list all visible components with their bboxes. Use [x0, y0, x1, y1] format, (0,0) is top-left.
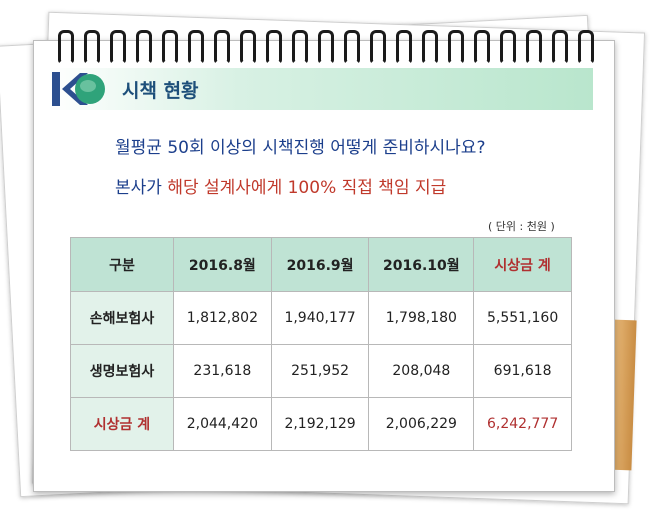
table-row: 생명보험사 231,618 251,952 208,048 691,618 [70, 344, 572, 398]
table-cell: 691,618 [473, 344, 572, 398]
column-header: 시상금 계 [473, 237, 572, 292]
row-header: 시상금 계 [70, 397, 174, 451]
row-header: 생명보험사 [70, 344, 174, 398]
row-header: 손해보험사 [70, 291, 174, 345]
table-cell: 231,618 [173, 344, 272, 398]
table-cell: 251,952 [270, 344, 370, 398]
award-table: 구분 2016.8월 2016.9월 2016.10월 시상금 계 손해보험사 … [70, 237, 572, 451]
column-header: 2016.10월 [368, 237, 475, 292]
section-header: 시책 현황 [48, 68, 593, 110]
answer-highlight: 해당 설계사에게 100% 직접 책임 지급 [167, 178, 447, 198]
column-header: 2016.8월 [173, 237, 272, 292]
unit-note: ( 단위 : 천원 ) [488, 220, 555, 233]
table-row: 손해보험사 1,812,802 1,940,177 1,798,180 5,55… [70, 291, 572, 345]
table-cell: 1,798,180 [368, 291, 475, 345]
table-cell: 2,044,420 [173, 397, 272, 451]
page-title: 시책 현황 [122, 80, 199, 102]
column-header: 2016.9월 [270, 237, 370, 292]
answer-text: 본사가 해당 설계사에게 100% 직접 책임 지급 [115, 173, 446, 198]
spiral-binding-icon [58, 30, 598, 66]
table-cell: 208,048 [368, 344, 475, 398]
table-cell: 2,192,129 [270, 397, 370, 451]
table-cell: 5,551,160 [473, 291, 572, 345]
table-cell: 2,006,229 [368, 397, 475, 451]
table-cell: 1,940,177 [270, 291, 370, 345]
column-header: 구분 [70, 237, 174, 292]
table-cell: 6,242,777 [473, 397, 572, 451]
answer-prefix: 본사가 [115, 178, 168, 198]
table-cell: 1,812,802 [173, 291, 272, 345]
k-logo-icon [52, 72, 105, 106]
question-text: 월평균 50회 이상의 시책진행 어떻게 준비하시나요? [115, 138, 486, 158]
table-header-row: 구분 2016.8월 2016.9월 2016.10월 시상금 계 [70, 237, 572, 292]
table-row: 시상금 계 2,044,420 2,192,129 2,006,229 6,24… [70, 397, 572, 451]
